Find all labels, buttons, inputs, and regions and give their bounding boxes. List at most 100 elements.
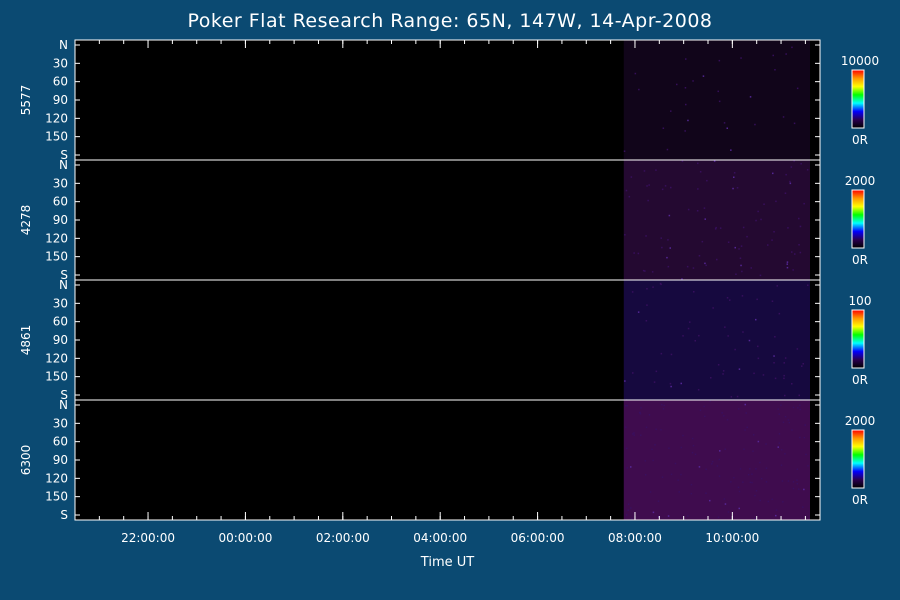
panel-speckle xyxy=(723,498,726,500)
panel-speckle xyxy=(645,235,647,237)
panel-speckle xyxy=(777,446,779,448)
x-tick-label: 00:00:00 xyxy=(218,531,272,545)
panel-speckle xyxy=(670,353,673,356)
panel-speckle xyxy=(775,509,778,511)
panel-speckle xyxy=(705,468,707,471)
panel-speckle xyxy=(738,490,741,493)
panel-speckle xyxy=(775,514,777,517)
panel-speckle xyxy=(800,163,802,165)
panel-speckle xyxy=(638,88,640,91)
panel-speckle xyxy=(789,182,792,185)
y-tick-label: 90 xyxy=(53,453,68,467)
x-tick-label: 08:00:00 xyxy=(608,531,662,545)
panel-speckle xyxy=(792,269,794,271)
panel-label-4278: 4278 xyxy=(19,205,33,236)
panel-speckle xyxy=(682,335,684,337)
panel-speckle xyxy=(644,474,647,476)
panel-speckle xyxy=(630,518,633,520)
panel-speckle xyxy=(655,169,657,171)
panel-speckle xyxy=(751,481,753,484)
panel-speckle xyxy=(659,282,662,285)
colorbar-4861 xyxy=(851,309,865,369)
y-tick-label: 30 xyxy=(53,296,68,310)
y-tick-label: 90 xyxy=(53,213,68,227)
x-tick-label: 02:00:00 xyxy=(316,531,370,545)
panel-speckle xyxy=(681,160,684,162)
panel-speckle xyxy=(738,248,740,250)
panel-speckle xyxy=(630,176,633,178)
panel-speckle xyxy=(753,372,755,375)
panel-speckle xyxy=(669,247,671,249)
colorbar-4278 xyxy=(851,189,865,249)
panel-speckle xyxy=(690,492,693,495)
panel-speckle xyxy=(715,226,717,229)
y-tick-label: 30 xyxy=(53,176,68,190)
panel-speckle xyxy=(794,253,796,255)
panel-speckle xyxy=(682,434,684,437)
panel-speckle xyxy=(716,465,719,467)
y-tick-label: 150 xyxy=(45,490,68,504)
panel-speckle xyxy=(724,503,727,505)
panel-speckle xyxy=(785,173,787,176)
panel-speckle xyxy=(740,264,742,267)
panel-speckle xyxy=(733,477,735,479)
panel-speckle xyxy=(657,500,660,502)
panel-label-6300: 6300 xyxy=(19,445,33,476)
panel-speckle xyxy=(705,492,707,494)
panel-speckle xyxy=(664,185,667,187)
panel-speckle xyxy=(804,424,806,426)
panel-speckle xyxy=(780,404,782,406)
panel-speckle xyxy=(666,148,669,151)
panel-speckle xyxy=(791,251,793,253)
panel-speckle xyxy=(757,210,759,213)
panel-speckle xyxy=(691,437,694,440)
panel-speckle xyxy=(686,265,689,268)
panel-speckle xyxy=(783,374,785,377)
y-tick-label: 60 xyxy=(53,75,68,89)
panel-speckle xyxy=(789,180,791,183)
plot-frame xyxy=(74,39,821,521)
panel-speckle xyxy=(754,494,756,497)
panel-speckle xyxy=(774,377,777,380)
panel-speckle xyxy=(693,291,695,293)
panel-speckle xyxy=(640,407,642,409)
panel-speckle xyxy=(756,298,758,301)
panel-speckle xyxy=(802,363,804,365)
panel-speckle xyxy=(652,286,654,288)
panel-speckle xyxy=(651,448,653,451)
panel-speckle xyxy=(796,479,798,481)
colorbar-min-label: 0R xyxy=(852,253,868,267)
panel-speckle xyxy=(687,119,689,122)
panel-speckle xyxy=(771,300,774,302)
y-tick-label: 60 xyxy=(53,195,68,209)
panel-speckle xyxy=(687,515,689,517)
panel-speckle xyxy=(787,480,790,482)
panel-speckle xyxy=(651,271,654,273)
panel-speckle xyxy=(799,251,802,254)
panel-speckle xyxy=(792,406,795,409)
colorbar-max-label: 10000 xyxy=(841,54,879,68)
panel-speckle xyxy=(680,446,683,449)
panel-speckle xyxy=(701,240,704,243)
panel-speckle xyxy=(730,149,732,151)
panel-speckle xyxy=(721,412,723,414)
panel-speckle xyxy=(710,377,712,379)
panel-speckle xyxy=(738,368,741,370)
panel-speckle xyxy=(740,57,742,59)
panel-speckle xyxy=(727,511,730,513)
panel-speckle xyxy=(655,370,658,373)
panel-speckle xyxy=(733,172,736,174)
panel-speckle xyxy=(771,498,773,500)
panel-speckle xyxy=(639,413,642,415)
panel-speckle xyxy=(690,483,693,486)
panel-speckle xyxy=(774,69,776,71)
x-axis-label: Time UT xyxy=(420,555,475,570)
colorbar-5577 xyxy=(851,69,865,129)
panel-speckle xyxy=(670,385,672,388)
panel-speckle xyxy=(711,463,713,465)
panel-speckle xyxy=(660,352,663,355)
panel-speckle xyxy=(633,432,635,434)
panel-speckle xyxy=(772,172,774,175)
y-tick-label: 120 xyxy=(45,111,68,125)
panel-speckle xyxy=(760,218,762,221)
